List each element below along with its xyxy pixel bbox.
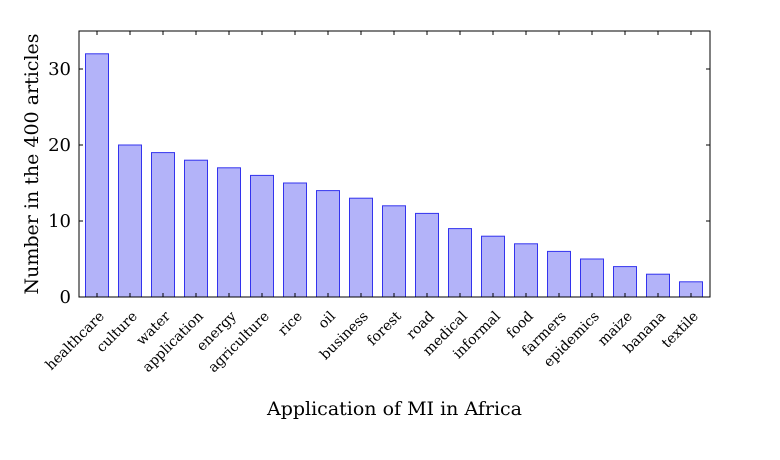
x-tick-label-rice: rice	[275, 309, 306, 340]
bar-healthcare	[85, 53, 109, 298]
bar-business	[349, 197, 373, 298]
bar-food	[514, 243, 538, 298]
bar-oil	[316, 190, 340, 298]
x-axis-title: Application of MI in Africa	[266, 398, 522, 420]
y-tick-label-30: 30	[48, 59, 71, 80]
y-tick-label-0: 0	[60, 287, 71, 308]
bar-energy	[217, 167, 241, 298]
bar-informal	[481, 235, 505, 298]
x-tick-label-forest: forest	[364, 308, 405, 349]
bar-agriculture	[250, 174, 274, 298]
bar-forest	[382, 205, 406, 298]
y-axis-title: Number in the 400 articles	[21, 33, 43, 294]
x-tick-label-textile: textile	[659, 309, 702, 352]
bar-rice	[283, 182, 307, 298]
bar-culture	[118, 144, 142, 298]
bar-application	[184, 159, 208, 298]
y-tick-label-20: 20	[48, 135, 71, 156]
y-tick-label-10: 10	[48, 211, 71, 232]
bar-farmers	[547, 250, 571, 298]
bar-road	[415, 212, 439, 298]
bar-water	[151, 152, 175, 298]
bar-epidemics	[580, 258, 604, 298]
bar-maize	[613, 266, 637, 298]
y-axis-ticks: 0 10 20 30	[48, 59, 710, 308]
x-tick-label-oil: oil	[315, 308, 339, 332]
bar-medical	[448, 228, 472, 298]
bars-layer	[85, 53, 703, 298]
